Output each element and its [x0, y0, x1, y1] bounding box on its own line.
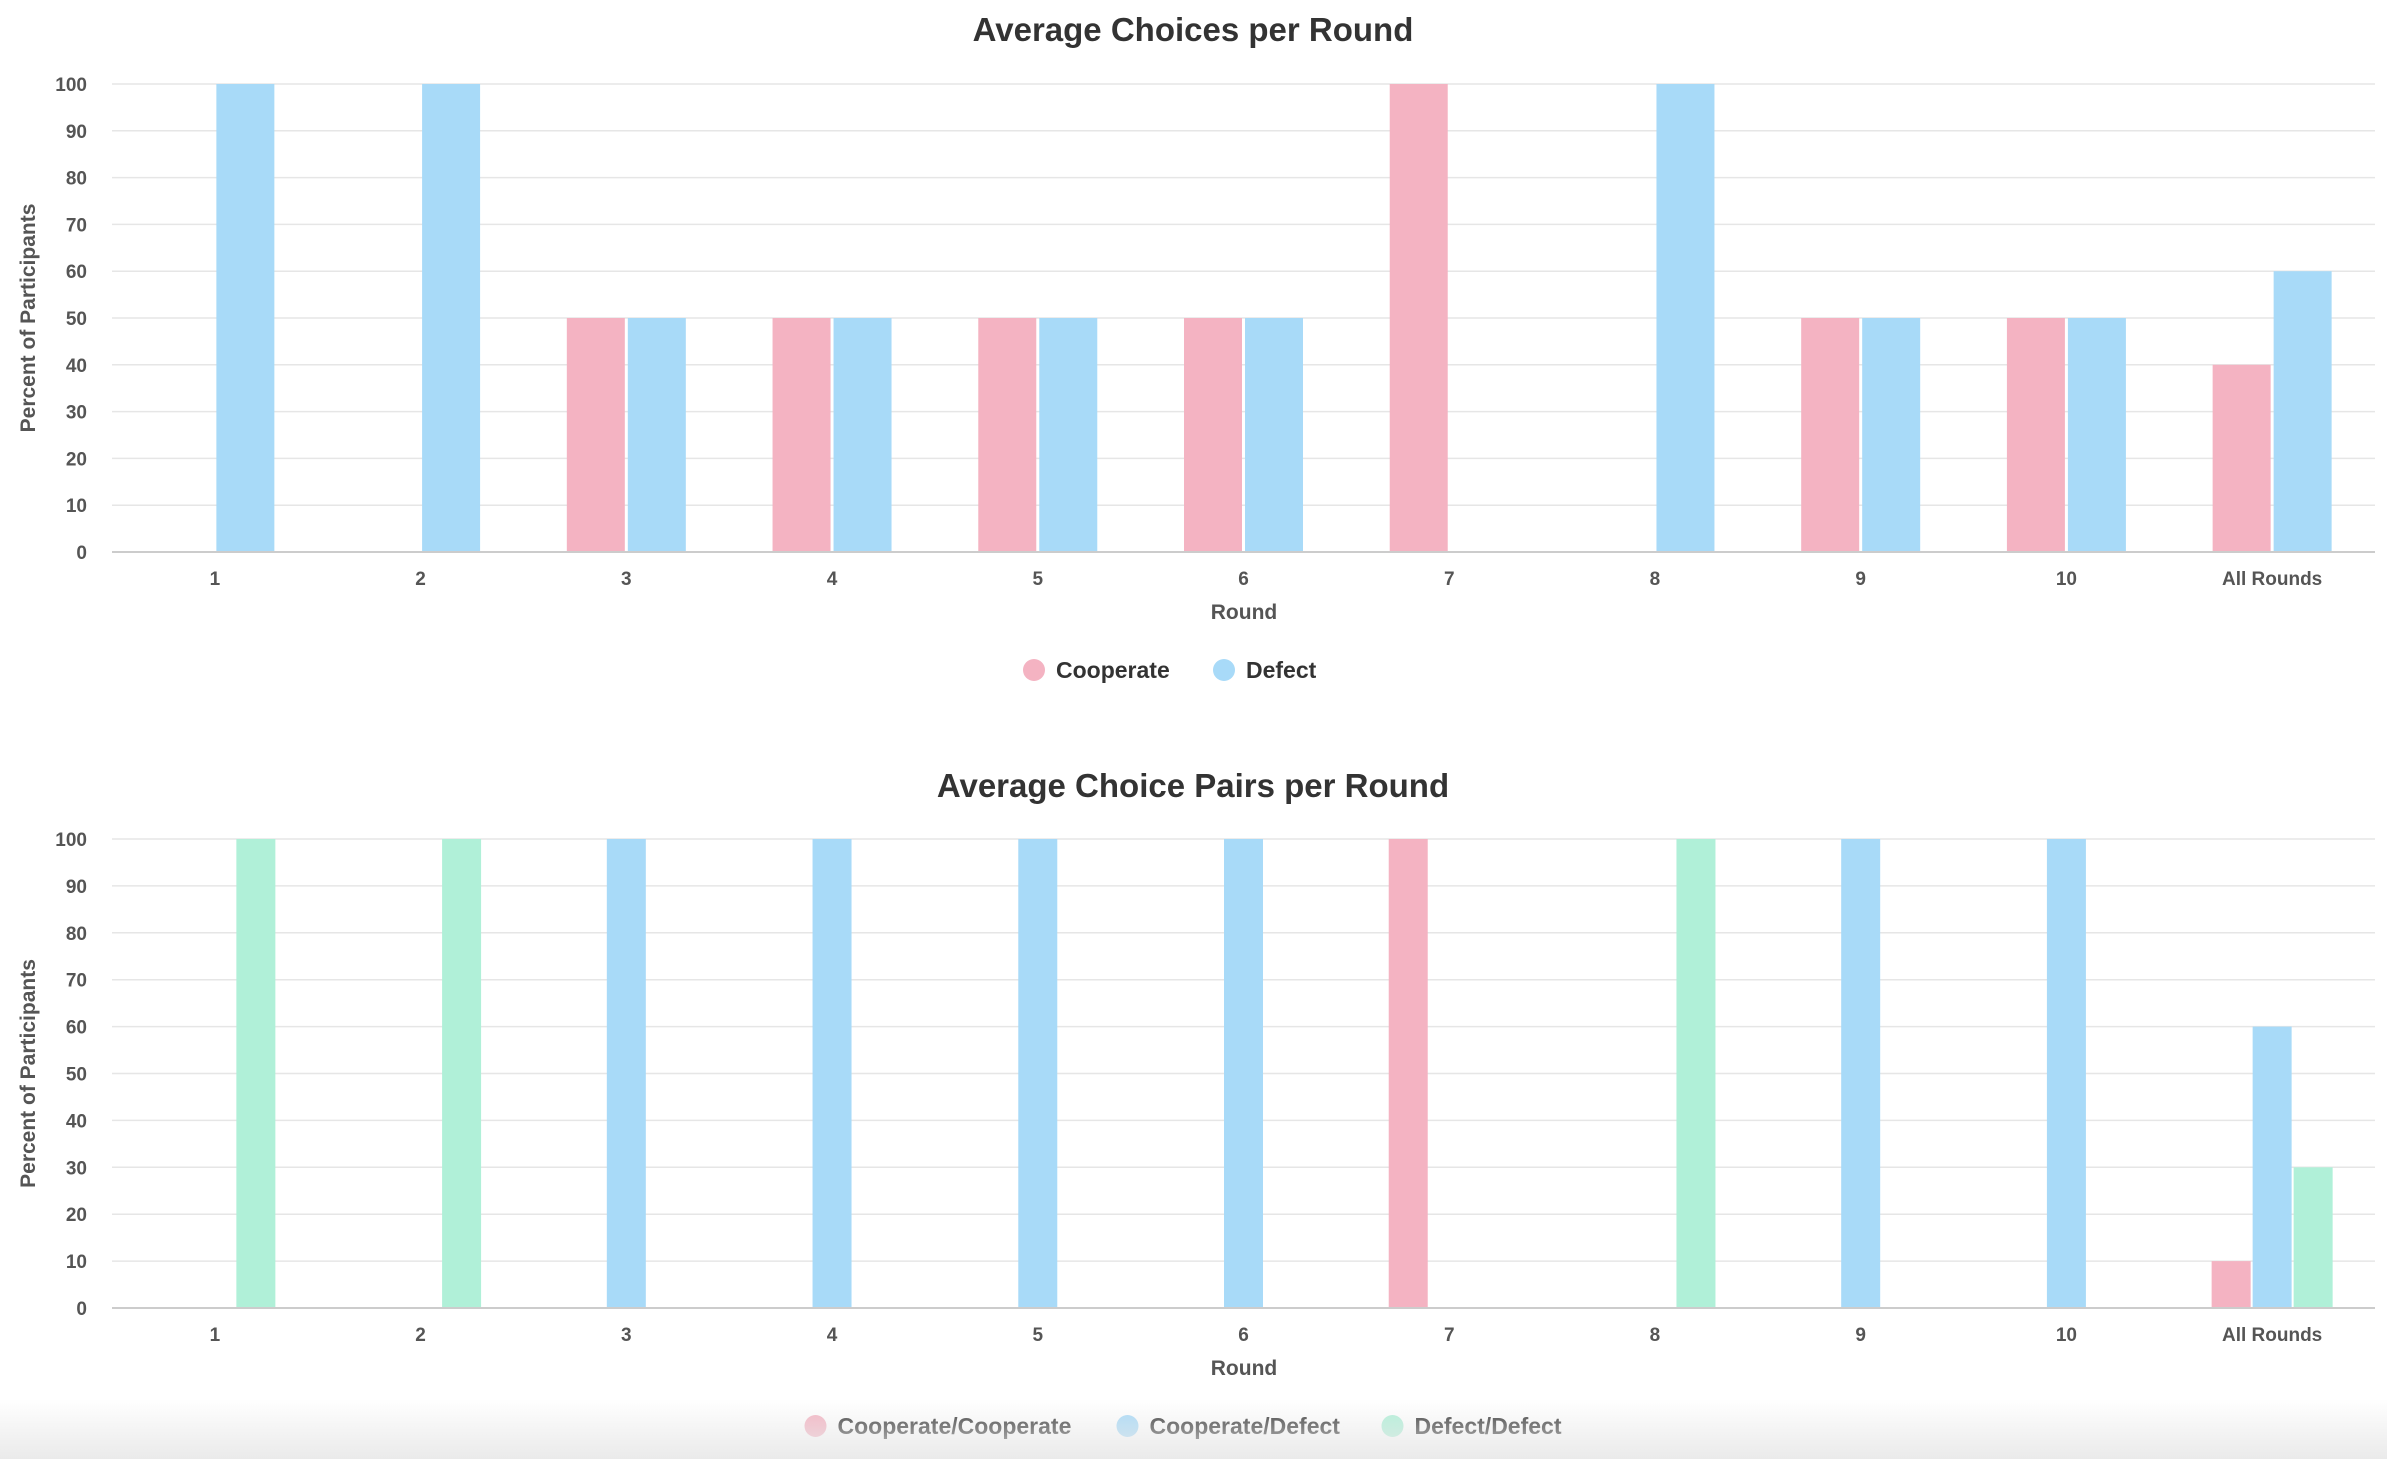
y-tick-label: 40 — [66, 1111, 87, 1132]
bar-defect — [627, 318, 686, 552]
choice-pairs-chart: Average Choice Pairs per Round 0 10 20 30 40 5… — [17, 767, 2375, 1439]
bar-cooperate-defect — [1841, 839, 1881, 1308]
x-tick-label: 8 — [1650, 1325, 1661, 1346]
x-tick-label: 9 — [1855, 569, 1866, 590]
legend-label: Cooperate/Defect — [1150, 1413, 1341, 1439]
bar-defect — [2273, 271, 2332, 552]
legend-label: Cooperate/Cooperate — [838, 1413, 1072, 1439]
legend-item-cooperate-defect[interactable]: Cooperate/Defect — [1116, 1413, 1341, 1439]
bar-cooperate — [2006, 318, 2065, 552]
x-tick-label: 9 — [1855, 1325, 1866, 1346]
x-tick-label: 6 — [1238, 1325, 1249, 1346]
x-tick-label: 3 — [621, 1325, 632, 1346]
bar-cooperate — [978, 318, 1037, 552]
bar-cooperate-cooperate — [1388, 839, 1428, 1308]
bar-defect-defect — [442, 839, 482, 1308]
x-tick-label: 2 — [415, 1325, 426, 1346]
bar-cooperate — [1389, 84, 1448, 552]
x-tick-label: 5 — [1032, 569, 1043, 590]
x-tick-label: 3 — [621, 569, 632, 590]
x-axis-title: Round — [1211, 1357, 1277, 1380]
y-axis-title: Percent of Participants — [17, 959, 40, 1188]
bar-defect — [1245, 318, 1303, 552]
bar-cooperate-defect — [2046, 839, 2086, 1308]
legend-label: Defect/Defect — [1415, 1413, 1562, 1439]
legend-swatch-icon — [1116, 1415, 1139, 1437]
bar-defect — [2067, 318, 2126, 552]
y-tick-label: 50 — [66, 309, 87, 330]
bar-cooperate — [2212, 364, 2271, 552]
y-tick-label: 20 — [66, 1205, 87, 1226]
bar-cooperate-defect — [2252, 1026, 2292, 1308]
y-tick-label: 40 — [66, 356, 87, 377]
y-tick-label: 90 — [66, 122, 87, 143]
y-axis-title: Percent of Participants — [17, 204, 40, 433]
bar-defect — [833, 318, 892, 552]
bar-cooperate-defect — [606, 839, 646, 1308]
x-tick-label: 10 — [2056, 569, 2077, 590]
bar-defect — [1039, 318, 1098, 552]
legend-swatch-icon — [1213, 659, 1235, 681]
y-tick-label: 90 — [66, 877, 87, 898]
bar-cooperate-cooperate — [2211, 1261, 2251, 1308]
bar-defect — [1862, 318, 1921, 552]
legend-item-defect[interactable]: Defect — [1213, 657, 1317, 683]
y-tick-label: 0 — [76, 1299, 87, 1320]
x-tick-label: 6 — [1238, 569, 1249, 590]
y-tick-label: 80 — [66, 169, 87, 190]
bar-defect — [422, 84, 481, 552]
legend-item-cooperate-cooperate[interactable]: Cooperate/Cooperate — [804, 1413, 1072, 1439]
y-tick-label: 30 — [66, 1158, 87, 1179]
choices-chart: Average Choices per Round 0 10 20 30 40 50 60 70… — [17, 11, 2375, 683]
bar-cooperate-defect — [812, 839, 852, 1308]
legend-label: Defect — [1246, 657, 1317, 683]
x-tick-label: All Rounds — [2222, 1325, 2322, 1346]
y-tick-label: 10 — [66, 496, 87, 517]
y-tick-label: 30 — [66, 403, 87, 424]
x-tick-label: 10 — [2056, 1325, 2077, 1346]
x-tick-label: 2 — [415, 569, 426, 590]
x-tick-label: 8 — [1650, 569, 1661, 590]
x-tick-label: 4 — [827, 569, 838, 590]
legend-item-cooperate[interactable]: Cooperate — [1023, 657, 1170, 683]
bar-cooperate-defect — [1018, 839, 1058, 1308]
x-tick-label: 4 — [827, 1325, 838, 1346]
y-tick-label: 100 — [55, 75, 87, 96]
y-tick-label: 80 — [66, 924, 87, 945]
x-tick-label: 5 — [1032, 1325, 1043, 1346]
y-tick-label: 60 — [66, 1018, 87, 1039]
bar-cooperate — [566, 318, 625, 552]
legend-label: Cooperate — [1056, 657, 1170, 683]
y-tick-label: 20 — [66, 449, 87, 470]
legend-swatch-icon — [1381, 1415, 1404, 1437]
x-tick-label: 1 — [210, 1325, 221, 1346]
bar-defect-defect — [236, 839, 276, 1308]
y-tick-label: 70 — [66, 971, 87, 992]
bar-defect — [216, 84, 275, 552]
y-tick-label: 100 — [55, 830, 87, 851]
bar-cooperate-defect — [1224, 839, 1263, 1308]
legend-swatch-icon — [1023, 659, 1045, 681]
x-tick-label: All Rounds — [2222, 569, 2322, 590]
x-tick-label: 7 — [1444, 569, 1455, 590]
y-tick-label: 50 — [66, 1065, 87, 1086]
bar-defect-defect — [1676, 839, 1716, 1308]
chart-title: Average Choice Pairs per Round — [937, 767, 1449, 804]
y-tick-label: 0 — [76, 543, 87, 564]
x-axis-title: Round — [1211, 601, 1277, 624]
bar-cooperate — [772, 318, 831, 552]
y-tick-label: 60 — [66, 262, 87, 283]
bar-defect — [1656, 84, 1715, 552]
bar-defect-defect — [2293, 1167, 2333, 1308]
chart-title: Average Choices per Round — [973, 11, 1414, 48]
y-tick-label: 10 — [66, 1252, 87, 1273]
bar-cooperate — [1184, 318, 1242, 552]
y-tick-label: 70 — [66, 215, 87, 236]
x-tick-label: 7 — [1444, 1325, 1455, 1346]
legend-swatch-icon — [804, 1415, 827, 1437]
x-tick-label: 1 — [210, 569, 221, 590]
legend-item-defect-defect[interactable]: Defect/Defect — [1381, 1413, 1562, 1439]
bar-cooperate — [1801, 318, 1860, 552]
